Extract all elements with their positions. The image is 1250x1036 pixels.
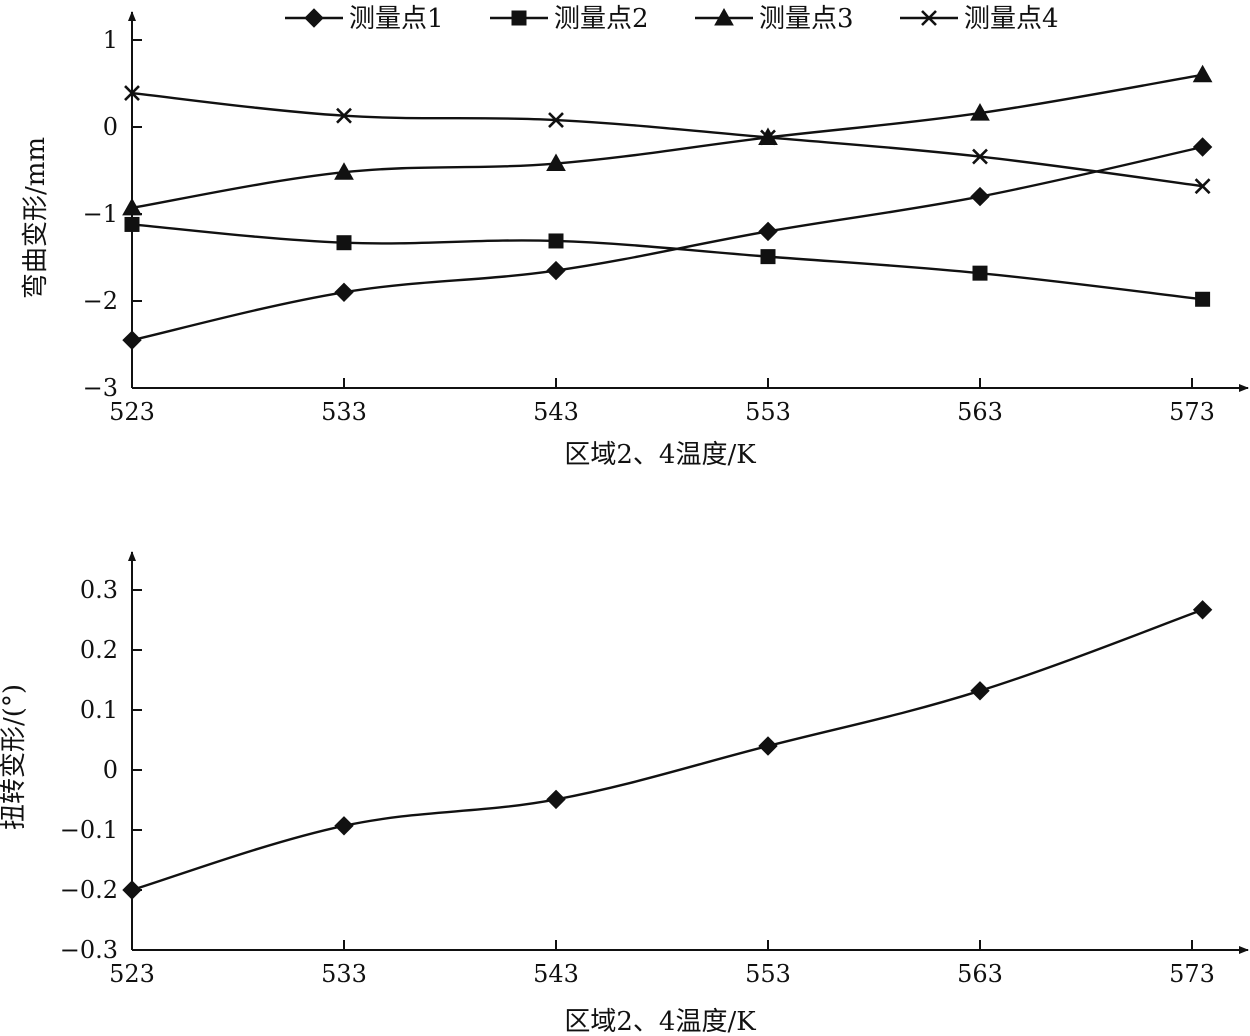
legend-item: 测量点2 xyxy=(490,4,649,34)
legend: 测量点1 测量点2 测量点3 测量点4 xyxy=(285,4,1059,34)
x-tick-label: 573 xyxy=(1169,960,1215,988)
series-line xyxy=(131,223,1203,301)
legend-label: 测量点3 xyxy=(759,4,854,34)
y-tick-group: 1 0 −1 −2 −3 xyxy=(83,26,142,402)
data-point-triangle-marker xyxy=(714,7,734,26)
legend-label: 测量点2 xyxy=(554,4,649,34)
data-point-diamond-marker xyxy=(758,221,778,242)
data-point-triangle-marker xyxy=(970,103,990,121)
data-point-cross-marker xyxy=(124,85,140,101)
x-tick-group: 523 533 543 553 563 573 xyxy=(109,940,1215,988)
series-line xyxy=(131,73,1203,210)
data-point-cross-marker xyxy=(1194,178,1211,195)
data-point-diamond-marker xyxy=(970,681,990,701)
series-line xyxy=(131,608,1204,892)
data-point-diamond-marker xyxy=(304,8,324,28)
bending-deformation-chart: 523 533 543 553 563 573 1 0 −1 −2 −3 测量点1 测量点2 测量点3… xyxy=(21,4,1249,470)
legend-item: 测量点4 xyxy=(900,4,1059,34)
x-tick-label: 533 xyxy=(321,960,367,988)
y-tick-label: −2 xyxy=(83,287,118,315)
data-point-diamond-marker xyxy=(334,816,354,836)
y-tick-label: −0.2 xyxy=(60,876,118,904)
data-point-square-marker xyxy=(972,265,988,281)
y-axis-label: 扭转变形/(°) xyxy=(0,684,29,830)
data-point-triangle-marker xyxy=(546,153,566,172)
y-tick-label: 0.1 xyxy=(80,696,118,724)
data-point-diamond-marker xyxy=(546,260,566,281)
series-group xyxy=(122,600,1213,900)
series-group xyxy=(122,64,1213,350)
x-tick-label: 523 xyxy=(109,398,155,426)
y-tick-group: 0.3 0.2 0.1 0 −0.1 −0.2 −0.3 xyxy=(60,576,142,964)
data-point-square-marker xyxy=(336,235,352,251)
y-tick-label: 0 xyxy=(103,113,118,141)
data-point-diamond-marker xyxy=(758,736,778,756)
data-point-diamond-marker xyxy=(334,282,354,303)
data-point-cross-marker xyxy=(972,148,988,165)
data-point-cross-marker xyxy=(336,107,352,124)
x-tick-label: 563 xyxy=(957,398,1003,426)
data-point-square-marker xyxy=(124,216,140,232)
legend-label: 测量点4 xyxy=(964,4,1059,34)
series-1 xyxy=(122,137,1213,350)
series-line xyxy=(131,145,1203,342)
x-tick-label: 563 xyxy=(957,960,1003,988)
data-point-cross-marker xyxy=(760,129,776,146)
data-point-diamond-marker xyxy=(970,186,990,207)
series-line xyxy=(131,91,1203,188)
data-point-diamond-marker xyxy=(546,789,566,810)
x-tick-group: 523 533 543 553 563 573 xyxy=(109,378,1215,426)
data-point-cross-marker xyxy=(548,112,564,128)
x-axis-label: 区域2、4温度/K xyxy=(564,440,756,470)
x-tick-label: 553 xyxy=(745,960,791,988)
data-point-square-marker xyxy=(1195,291,1211,307)
y-tick-label: −0.3 xyxy=(60,936,118,964)
x-tick-label: 543 xyxy=(533,960,579,988)
data-point-diamond-marker xyxy=(1192,137,1213,157)
data-point-diamond-marker xyxy=(122,330,142,350)
y-tick-label: 0.2 xyxy=(80,636,118,664)
data-point-square-marker xyxy=(760,249,776,265)
y-tick-label: −3 xyxy=(83,374,118,402)
data-point-triangle-marker xyxy=(1192,64,1213,83)
data-point-cross-marker xyxy=(921,10,937,26)
data-point-square-marker xyxy=(511,10,527,26)
series-4 xyxy=(124,85,1211,195)
data-point-triangle-marker xyxy=(334,162,354,180)
legend-item: 测量点3 xyxy=(695,4,854,34)
data-point-diamond-marker xyxy=(122,880,142,900)
series-2 xyxy=(124,216,1211,307)
data-point-square-marker xyxy=(548,233,564,249)
series-3 xyxy=(122,64,1213,216)
y-tick-label: 0 xyxy=(103,756,118,784)
x-tick-label: 523 xyxy=(109,960,155,988)
y-tick-label: 1 xyxy=(103,26,118,54)
x-tick-label: 543 xyxy=(533,398,579,426)
y-tick-label: 0.3 xyxy=(80,576,118,604)
y-tick-label: −1 xyxy=(83,200,118,228)
series-1 xyxy=(122,600,1213,900)
x-tick-label: 533 xyxy=(321,398,367,426)
data-point-triangle-marker xyxy=(122,197,142,216)
x-tick-label: 553 xyxy=(745,398,791,426)
legend-label: 测量点1 xyxy=(349,4,444,34)
x-axis-label: 区域2、4温度/K xyxy=(564,1007,756,1036)
data-point-diamond-marker xyxy=(1192,600,1213,620)
torsion-deformation-chart: 523 533 543 553 563 573 0.3 0.2 0.1 0 −0.1 −0.2 −0.… xyxy=(0,551,1249,1036)
legend-item: 测量点1 xyxy=(285,4,444,34)
y-axis-label: 弯曲变形/mm xyxy=(21,137,51,299)
x-tick-label: 573 xyxy=(1169,398,1215,426)
y-tick-label: −0.1 xyxy=(60,816,118,844)
